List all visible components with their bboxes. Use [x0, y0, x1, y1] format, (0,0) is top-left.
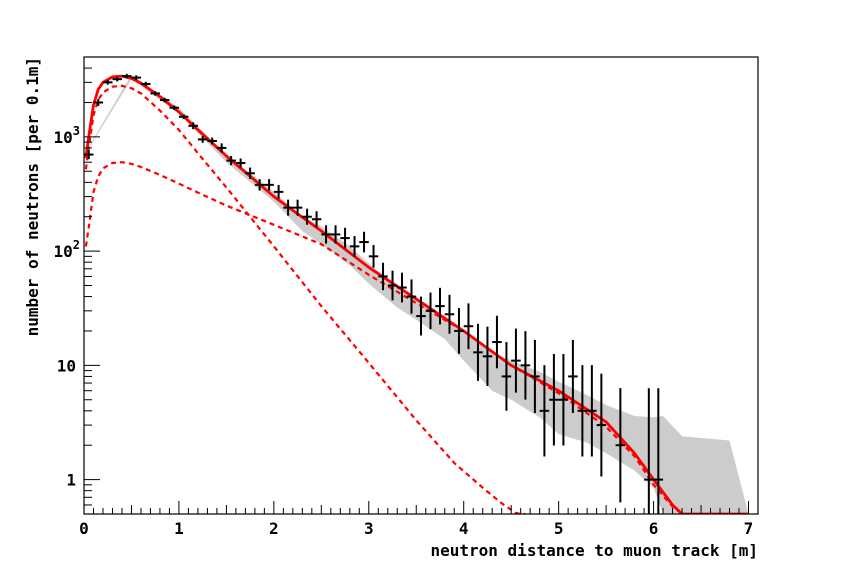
x-axis-title: neutron distance to muon track [m] — [430, 541, 758, 560]
data-point — [416, 296, 426, 336]
data-point — [169, 105, 179, 110]
data-point — [653, 388, 664, 514]
data-point — [501, 342, 512, 411]
component-curve-2 — [84, 161, 687, 514]
total-model-curve — [84, 74, 749, 514]
y-tick-label: 102 — [54, 238, 81, 261]
data-point — [425, 292, 436, 330]
data-point — [311, 211, 322, 228]
data-point — [368, 244, 379, 268]
data-point — [349, 236, 360, 257]
y-tick-exponent: 2 — [73, 238, 80, 252]
data-point — [530, 339, 540, 413]
y-tick-label: 103 — [54, 124, 81, 147]
x-tick-label: 6 — [649, 519, 659, 538]
data-point — [577, 365, 588, 457]
y-tick-label: 10 — [57, 356, 76, 375]
y-axis-title: number of neutrons [per 0.1m] — [23, 57, 42, 336]
data-point — [482, 326, 493, 387]
data-point — [140, 81, 151, 87]
x-tick-label: 7 — [744, 519, 754, 538]
data-point — [473, 323, 483, 381]
x-tick-label: 4 — [459, 519, 469, 538]
data-point — [330, 225, 341, 244]
data-point — [216, 143, 227, 153]
data-point — [283, 199, 293, 216]
data-point — [112, 76, 122, 82]
data-points-layer — [84, 73, 664, 514]
data-point — [444, 294, 455, 334]
data-point — [321, 225, 331, 244]
data-point — [558, 354, 569, 446]
x-tick-label: 2 — [269, 519, 279, 538]
data-point — [454, 308, 464, 354]
data-point — [302, 208, 312, 225]
x-tick-label: 5 — [554, 519, 564, 538]
data-point — [264, 179, 274, 191]
data-point — [359, 231, 369, 253]
model-curves-layer — [84, 74, 749, 514]
data-point — [435, 287, 445, 325]
x-tick-label: 1 — [174, 519, 184, 538]
data-point — [207, 137, 217, 145]
data-point — [159, 97, 170, 103]
data-point — [245, 167, 255, 179]
data-point — [520, 331, 531, 400]
data-point — [615, 388, 626, 503]
x-tick-label: 3 — [364, 519, 374, 538]
data-point — [387, 270, 398, 301]
y-tick-base: 10 — [54, 128, 73, 147]
data-point — [596, 373, 607, 477]
data-point — [131, 75, 141, 80]
data-point — [188, 122, 198, 130]
data-point — [644, 388, 654, 514]
data-point — [197, 135, 208, 143]
data-point — [539, 365, 550, 457]
data-point — [273, 185, 284, 199]
component-curve-1 — [84, 84, 526, 514]
y-tick-base: 10 — [54, 242, 73, 261]
data-point — [121, 73, 132, 79]
data-point — [511, 328, 521, 393]
data-point — [463, 303, 474, 350]
data-point — [292, 199, 303, 216]
data-point — [178, 114, 189, 120]
data-point — [340, 227, 350, 249]
data-point — [226, 156, 236, 166]
data-point — [378, 262, 388, 291]
y-tick-exponent: 3 — [73, 124, 80, 138]
data-point — [254, 179, 265, 191]
data-point — [235, 158, 246, 168]
data-point — [549, 354, 559, 446]
x-tick-label: 0 — [79, 519, 89, 538]
data-point — [93, 99, 103, 106]
data-point — [406, 279, 417, 314]
data-point — [397, 272, 407, 303]
data-point — [568, 339, 578, 413]
data-point — [492, 315, 502, 369]
data-point — [150, 91, 160, 96]
y-tick-label: 1 — [66, 471, 76, 490]
data-point — [587, 365, 597, 457]
data-point — [102, 80, 113, 85]
